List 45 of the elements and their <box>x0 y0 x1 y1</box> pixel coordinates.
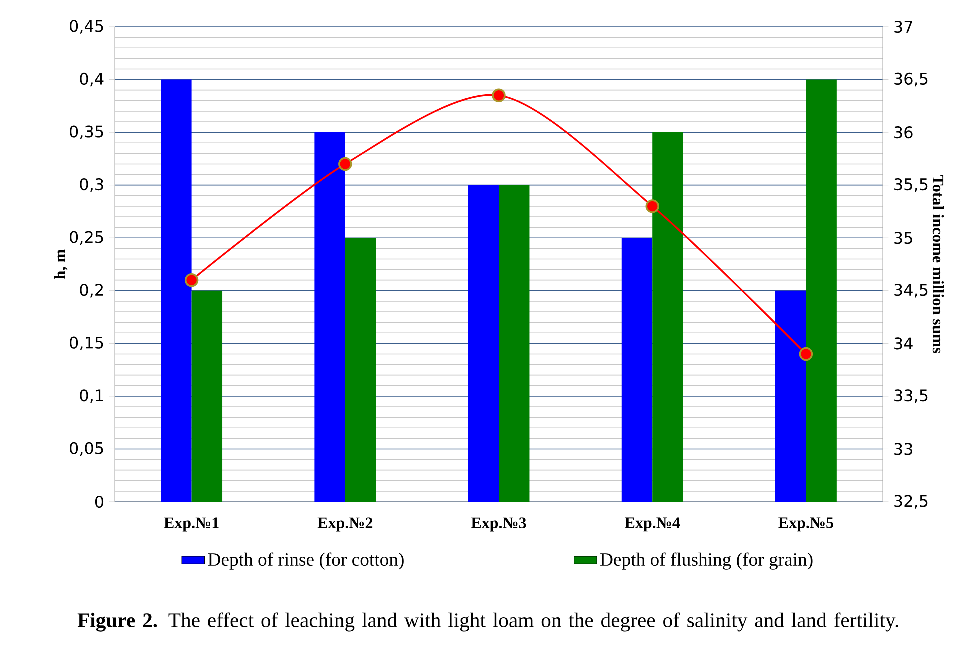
point <box>492 88 506 102</box>
y-tick-label: 0,3 <box>80 178 104 192</box>
y-tick-label: 0,4 <box>80 72 104 87</box>
legend-label: Depth of flushing (for grain) <box>600 552 813 570</box>
y-tick-label: 0 <box>95 496 104 508</box>
bar <box>314 132 346 502</box>
point <box>646 200 660 214</box>
legend-label: Depth of rinse (for cotton) <box>208 552 404 570</box>
text: Figure 2. The effect of leaching land with light loam on the degree of salinity and land fertility. <box>78 612 898 632</box>
y-tick-label: 0,35 <box>70 126 104 140</box>
y2-tick-label: 32,5 <box>894 495 928 509</box>
x-tick-label: Exp.№5 <box>778 518 834 532</box>
point <box>338 157 352 172</box>
bar <box>622 238 653 502</box>
x-tick-label: Exp.№3 <box>471 518 526 532</box>
y2-tick-label: 37 <box>894 20 912 34</box>
y-tick-label: 0,05 <box>70 442 104 456</box>
y2-tick-label: 34 <box>894 338 913 350</box>
bar <box>775 290 806 502</box>
y2-tick-label: 36,5 <box>894 72 928 87</box>
y2-tick-label: 35 <box>894 232 912 244</box>
point <box>799 347 814 362</box>
x-tick-label: Exp.№4 <box>625 518 680 532</box>
y2-tick-label: 35,5 <box>894 178 928 192</box>
bar <box>192 290 223 502</box>
bar <box>468 185 500 502</box>
y-tick-label: 0,2 <box>80 284 103 298</box>
y-axis-title: h, m <box>54 250 68 280</box>
bar <box>499 185 530 502</box>
y2-tick-label: 36 <box>894 126 913 139</box>
bar <box>345 238 376 502</box>
y2-axis-title: Total income million sums <box>932 175 944 354</box>
y-tick-label: 0,1 <box>80 390 104 404</box>
x-tick-label: Exp.№2 <box>318 518 373 532</box>
y-tick-label: 0,25 <box>70 231 104 245</box>
bar <box>652 132 684 502</box>
y-tick-label: 0,15 <box>70 336 104 351</box>
y2-tick-label: 33 <box>894 443 912 456</box>
bar <box>161 80 192 502</box>
y-tick-label: 0,45 <box>70 20 104 34</box>
bar <box>806 80 837 502</box>
y2-tick-label: 34,5 <box>894 284 928 298</box>
point <box>184 273 199 288</box>
y2-tick-label: 33,5 <box>894 390 928 404</box>
x-tick-label: Exp.№1 <box>164 518 219 532</box>
